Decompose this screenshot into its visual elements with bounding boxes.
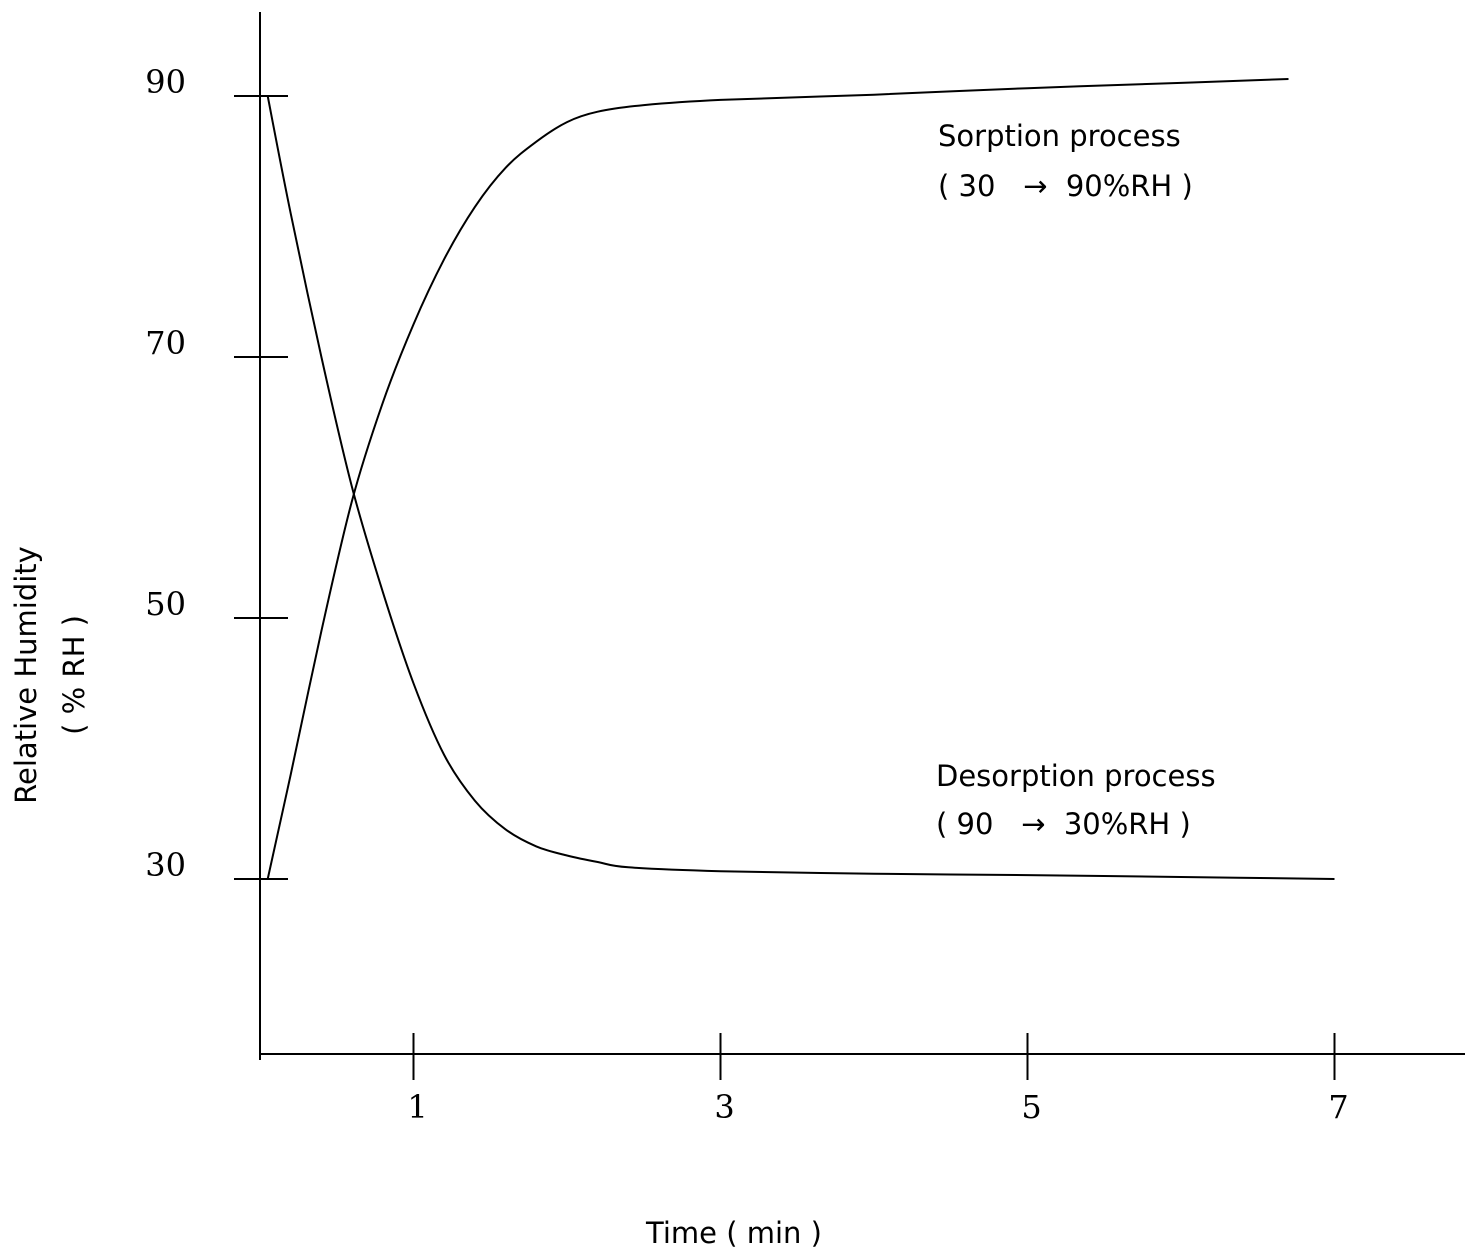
sorption-label: Sorption process [938,119,1181,153]
y-axis-title-line1: Relative Humidity [9,546,43,804]
sorption-curve [266,78,1289,880]
axes [259,12,1465,1060]
x-tick-label-3: 3 [714,1088,734,1126]
x-tick-label-5: 5 [1021,1088,1041,1126]
x-axis-title: Time ( min ) [645,1216,822,1249]
y-tick-label-30: 30 [145,846,186,884]
y-axis-title-line2: ( % RH ) [57,615,91,735]
desorption-range-label: ( 90 → 30%RH ) [936,807,1191,841]
desorption-label: Desorption process [936,759,1216,793]
y-tick-label-50: 50 [145,585,186,623]
series-lines [266,78,1335,880]
y-axis-title: Relative Humidity ( % RH ) [9,546,91,804]
y-tick-label-90: 90 [145,63,186,101]
x-tick-label-7: 7 [1328,1088,1348,1126]
desorption-curve [266,95,1335,880]
y-tick-label-70: 70 [145,324,186,362]
x-tick-label-1: 1 [407,1088,427,1126]
sorption-range-label: ( 30 → 90%RH ) [938,169,1193,203]
ticks: 30 50 70 90 1 3 5 7 [145,63,1348,1126]
